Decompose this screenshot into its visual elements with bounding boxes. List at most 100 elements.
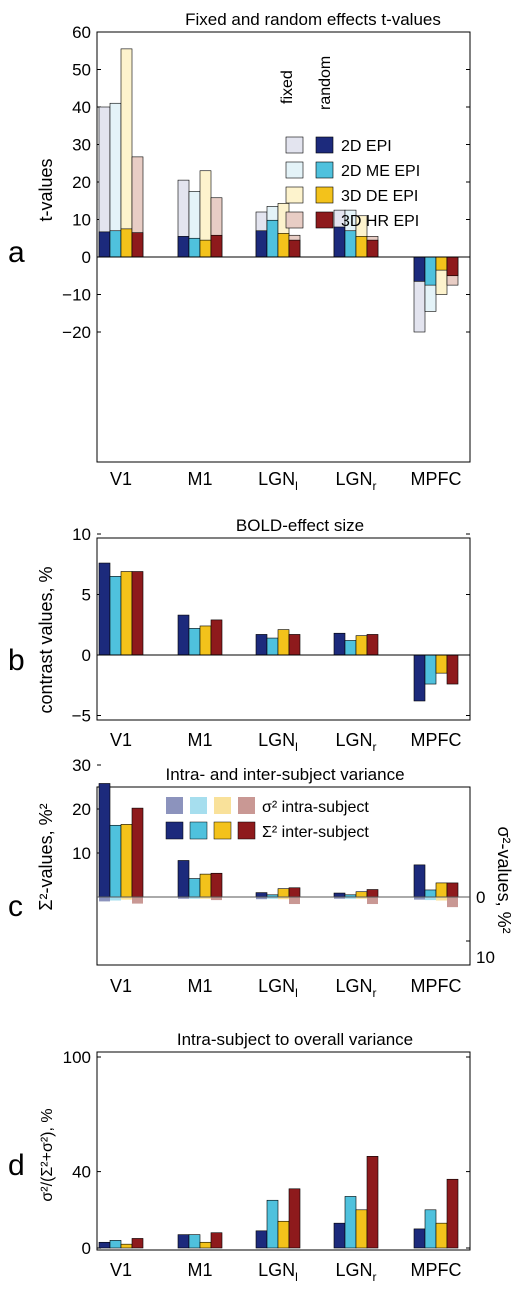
panel-c-legend: σ² intra-subject Σ² inter-subject: [165, 797, 369, 841]
x-tick-label: M1: [187, 469, 212, 489]
legend-intra-3d-hr-epi-swatch: [238, 797, 255, 814]
y-tick-label: −5: [72, 707, 91, 726]
bar-intra-3d-de-epi: [121, 897, 132, 900]
bar-random-3d-hr-epi: [366, 239, 379, 258]
panel-b-title: BOLD-effect size: [236, 516, 364, 535]
bar-intra-3d-de-epi: [356, 897, 367, 899]
legend-random-2d-epi-swatch: [315, 136, 334, 154]
bar-3d-de-epi: [199, 1241, 212, 1249]
x-tick-label: M1: [187, 976, 212, 996]
legend-intra-3d-de-epi-swatch: [214, 797, 231, 814]
panel-letter-d: d: [8, 1149, 25, 1182]
category-label: V1: [110, 1260, 132, 1280]
bar-random-3d-de-epi: [120, 228, 133, 258]
bar-2d-epi: [255, 1230, 268, 1249]
x-tick-label: V1: [110, 976, 132, 996]
panel-d: Intra-subject to overall variance σ²/(Σ²…: [39, 1030, 471, 1284]
legend-intra-2d-me-epi-swatch: [190, 797, 207, 814]
y-tick-label: 0: [82, 646, 91, 665]
category-label: MPFC: [411, 976, 462, 996]
y-tick-label: 0: [82, 1239, 91, 1258]
y-tick-label: 50: [72, 61, 91, 80]
bar-random-2d-me-epi: [188, 237, 201, 258]
category-label: LGN: [335, 976, 372, 996]
y-tick-label: 40: [72, 98, 91, 117]
bar-random-2d-me-epi: [109, 230, 122, 258]
bar-inter-3d-de-epi: [199, 873, 212, 898]
bar-3d-de-epi: [355, 1209, 368, 1249]
bar-2d-me-epi: [188, 628, 201, 656]
x-tick-label: LGNr: [335, 976, 376, 1000]
category-label: V1: [110, 469, 132, 489]
panel-c: Intra- and inter-subject variance Σ²-val…: [36, 756, 514, 1000]
bar-random-2d-epi: [98, 231, 111, 258]
panel-a-ylabel: t-values: [36, 158, 56, 221]
x-tick-label: LGNr: [335, 730, 376, 754]
bar-3d-hr-epi: [131, 571, 144, 656]
bar-inter-3d-hr-epi: [288, 887, 301, 898]
category-subscript: l: [295, 1270, 298, 1284]
bar-intra-2d-me-epi: [267, 897, 278, 899]
panel-b-ylabel: contrast values, %: [36, 566, 56, 713]
bar-2d-me-epi: [188, 1234, 201, 1249]
bar-intra-2d-me-epi: [110, 897, 121, 901]
y-tick-label: 0: [82, 248, 91, 267]
x-tick-label: MPFC: [411, 469, 462, 489]
y-tick-label: 100: [63, 1048, 91, 1067]
bar-inter-3d-hr-epi: [131, 807, 144, 898]
legend-random-3d-hr-epi-swatch: [315, 211, 334, 229]
legend-random-2d-me-epi-swatch: [315, 161, 334, 179]
bar-intra-3d-hr-epi: [289, 897, 300, 905]
x-tick-label: LGNl: [258, 730, 298, 754]
bar-3d-hr-epi: [210, 619, 223, 656]
bar-3d-de-epi: [435, 1222, 448, 1249]
panel-c-ylabel: Σ²-values, %²: [36, 803, 56, 910]
category-label: M1: [187, 469, 212, 489]
panel-letter-a: a: [8, 236, 25, 269]
panel-c-title: Intra- and inter-subject variance: [165, 765, 404, 784]
bar-3d-de-epi: [120, 1243, 133, 1249]
bar-inter-3d-de-epi: [120, 824, 133, 898]
bar-inter-3d-de-epi: [277, 888, 290, 898]
bar-2d-epi: [255, 634, 268, 656]
bar-intra-3d-de-epi: [436, 897, 447, 901]
bar-random-2d-epi: [177, 236, 190, 258]
category-label: M1: [187, 1260, 212, 1280]
panel-d-title: Intra-subject to overall variance: [177, 1030, 413, 1049]
bar-inter-3d-hr-epi: [446, 882, 459, 898]
legend-fixed-3d-de-epi-swatch: [285, 186, 304, 204]
category-label: LGN: [258, 730, 295, 750]
bar-intra-2d-me-epi: [189, 897, 200, 899]
bar-intra-2d-me-epi: [425, 897, 436, 901]
bar-inter-2d-me-epi: [424, 889, 437, 898]
legend-inter-3d-de-epi-swatch: [213, 821, 232, 840]
x-tick-label: MPFC: [411, 1260, 462, 1280]
bar-inter-2d-me-epi: [109, 824, 122, 898]
bar-3d-hr-epi: [446, 1178, 459, 1249]
y-tick-label-right: 0: [476, 888, 485, 907]
bar-2d-me-epi: [266, 637, 279, 656]
x-tick-label: MPFC: [411, 730, 462, 750]
bar-3d-de-epi: [355, 635, 368, 656]
bar-inter-2d-epi: [333, 892, 346, 898]
legend-fixed-3d-hr-epi-swatch: [285, 211, 304, 229]
bar-intra-3d-de-epi: [278, 897, 289, 900]
bar-random-3d-hr-epi: [288, 239, 301, 258]
bar-2d-me-epi: [424, 1209, 437, 1249]
x-tick-label: MPFC: [411, 976, 462, 996]
bar-random-3d-hr-epi: [210, 234, 223, 258]
bar-intra-2d-epi: [256, 897, 267, 900]
bar-2d-me-epi: [266, 1199, 279, 1249]
panel-b: BOLD-effect size contrast values, % −5 0 5…: [36, 516, 471, 754]
legend-label-2d-epi: 2D EPI: [341, 138, 392, 155]
y-tick-label: −10: [62, 286, 91, 305]
bar-3d-hr-epi: [131, 1238, 144, 1249]
bar-random-3d-de-epi: [277, 233, 290, 258]
y-tick-label: 10: [72, 525, 91, 544]
x-tick-label: V1: [110, 1260, 132, 1280]
category-subscript: r: [373, 986, 377, 1000]
category-label: LGN: [258, 469, 295, 489]
